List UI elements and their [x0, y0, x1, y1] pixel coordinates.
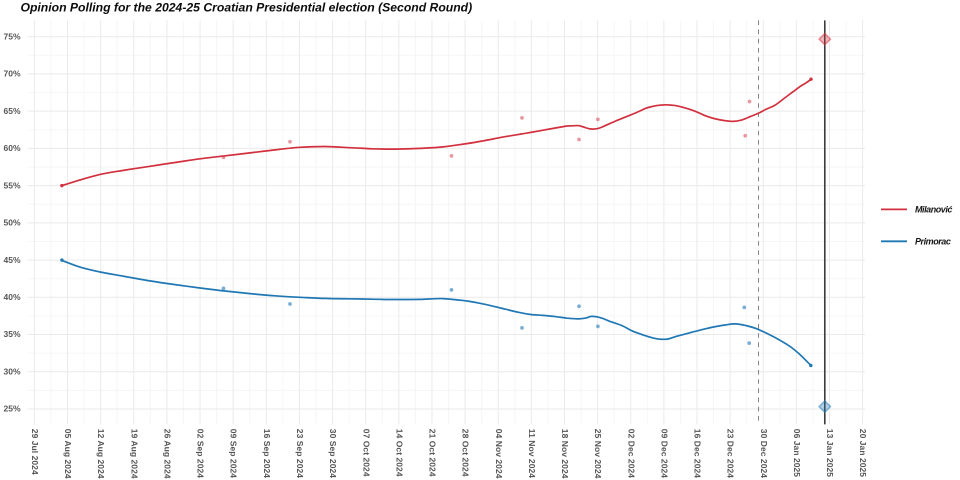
svg-text:29 Jul 2024: 29 Jul 2024: [30, 429, 40, 475]
svg-text:16 Dec 2024: 16 Dec 2024: [693, 429, 703, 478]
svg-text:19 Aug 2024: 19 Aug 2024: [129, 429, 139, 479]
svg-text:45%: 45%: [3, 255, 20, 265]
svg-text:70%: 70%: [3, 69, 20, 79]
svg-text:25%: 25%: [3, 404, 20, 414]
svg-text:55%: 55%: [3, 180, 20, 190]
svg-text:23 Sep 2024: 23 Sep 2024: [295, 429, 305, 478]
svg-text:40%: 40%: [3, 292, 20, 302]
svg-text:65%: 65%: [3, 106, 20, 116]
svg-text:07 Oct 2024: 07 Oct 2024: [361, 429, 371, 477]
svg-text:60%: 60%: [3, 143, 20, 153]
svg-text:50%: 50%: [3, 218, 20, 228]
svg-text:75%: 75%: [3, 31, 20, 41]
svg-text:20 Jan 2025: 20 Jan 2025: [858, 429, 868, 478]
svg-text:25 Nov 2024: 25 Nov 2024: [593, 429, 603, 479]
svg-text:Opinion Polling for the 2024-2: Opinion Polling for the 2024-25 Croatian…: [21, 1, 473, 15]
svg-text:Primorac: Primorac: [915, 236, 951, 246]
svg-text:11 Nov 2024: 11 Nov 2024: [527, 429, 537, 478]
svg-text:06 Jan 2025: 06 Jan 2025: [792, 429, 802, 478]
svg-text:13 Jan 2025: 13 Jan 2025: [825, 429, 835, 478]
svg-text:21 Oct 2024: 21 Oct 2024: [428, 429, 438, 477]
svg-text:12 Aug 2024: 12 Aug 2024: [96, 429, 106, 479]
svg-text:05 Aug 2024: 05 Aug 2024: [63, 429, 73, 479]
svg-text:26 Aug 2024: 26 Aug 2024: [162, 429, 172, 479]
svg-text:30 Dec 2024: 30 Dec 2024: [759, 429, 769, 478]
svg-text:35%: 35%: [3, 329, 20, 339]
svg-text:Milanović: Milanović: [915, 204, 952, 214]
svg-text:16 Sep 2024: 16 Sep 2024: [262, 429, 272, 478]
svg-text:30 Sep 2024: 30 Sep 2024: [328, 429, 338, 478]
svg-text:02 Sep 2024: 02 Sep 2024: [196, 429, 206, 478]
svg-text:14 Oct 2024: 14 Oct 2024: [394, 429, 404, 477]
svg-text:02 Dec 2024: 02 Dec 2024: [626, 429, 636, 478]
svg-text:30%: 30%: [3, 366, 20, 376]
svg-text:28 Oct 2024: 28 Oct 2024: [461, 429, 471, 477]
svg-text:18 Nov 2024: 18 Nov 2024: [560, 429, 570, 479]
svg-text:09 Sep 2024: 09 Sep 2024: [229, 429, 239, 478]
svg-text:23 Dec 2024: 23 Dec 2024: [726, 429, 736, 478]
svg-text:04 Nov 2024: 04 Nov 2024: [494, 429, 504, 479]
svg-text:09 Dec 2024: 09 Dec 2024: [659, 429, 669, 478]
